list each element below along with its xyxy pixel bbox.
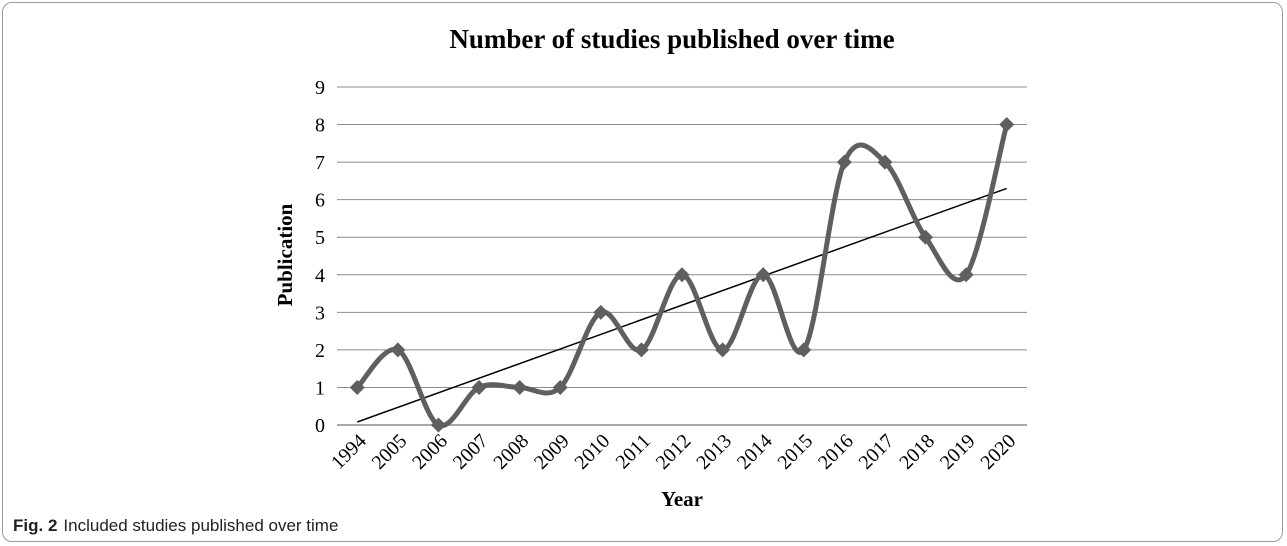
data-point [633, 342, 649, 358]
data-point [836, 154, 852, 170]
y-tick-label: 6 [315, 190, 325, 212]
y-tick-label: 9 [315, 77, 325, 99]
data-point [796, 342, 812, 358]
figure-caption-text: Included studies published over time [63, 516, 339, 535]
x-tick-label: 2018 [895, 430, 939, 474]
data-point [552, 379, 568, 395]
gridlines [337, 86, 1027, 426]
y-tick-label: 0 [315, 415, 325, 437]
x-tick-label: 2016 [814, 430, 858, 474]
y-tick-label: 1 [315, 377, 325, 399]
x-tick-labels: 1994200520062007200820092010201120122013… [327, 430, 1020, 474]
data-point [471, 379, 487, 395]
series-layer [349, 117, 1015, 433]
data-point [390, 342, 406, 358]
data-point [755, 267, 771, 283]
figure-label: Fig. 2 [13, 516, 58, 535]
trendline-layer [357, 187, 1007, 423]
x-tick-label: 2007 [449, 430, 493, 474]
y-tick-label: 4 [315, 265, 325, 287]
data-point [430, 417, 446, 433]
x-tick-label: 2014 [733, 430, 777, 474]
x-tick-label: 2019 [936, 430, 980, 474]
data-point [999, 117, 1015, 133]
x-tick-label: 2012 [652, 430, 696, 474]
data-point [674, 267, 690, 283]
data-point [958, 267, 974, 283]
y-tick-label: 8 [315, 115, 325, 137]
data-point [349, 379, 365, 395]
x-tick-label: 2017 [855, 430, 899, 474]
x-tick-label: 2020 [976, 430, 1020, 474]
data-point [715, 342, 731, 358]
x-tick-label: 2005 [368, 430, 412, 474]
x-tick-label: 2009 [530, 430, 574, 474]
data-point [877, 154, 893, 170]
y-tick-label: 3 [315, 302, 325, 324]
y-tick-label: 5 [315, 227, 325, 249]
figure-caption: Fig. 2 Included studies published over ti… [13, 516, 338, 536]
data-point [593, 304, 609, 320]
x-tick-label: 2008 [489, 430, 533, 474]
chart-title: Number of studies published over time [449, 24, 894, 54]
x-tick-label: 2011 [612, 430, 655, 473]
x-tick-label: 1994 [327, 430, 371, 474]
data-point [512, 379, 528, 395]
x-tick-label: 2006 [408, 430, 452, 474]
y-tick-label: 2 [315, 340, 325, 362]
trendline [357, 187, 1007, 423]
y-tick-labels: 0 1 2 3 4 5 6 7 8 9 [315, 77, 325, 437]
data-point [918, 229, 934, 245]
x-tick-label: 2015 [773, 430, 817, 474]
x-axis-title: Year [661, 487, 703, 511]
x-tick-label: 2010 [571, 430, 615, 474]
y-tick-label: 7 [315, 152, 325, 174]
x-tick-label: 2013 [692, 430, 736, 474]
y-axis-title: Publication [273, 203, 297, 306]
